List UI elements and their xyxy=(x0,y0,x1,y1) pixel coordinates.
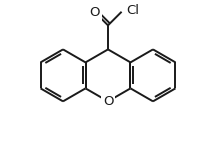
Text: O: O xyxy=(90,6,100,19)
Text: Cl: Cl xyxy=(126,4,139,17)
Text: O: O xyxy=(103,95,113,108)
